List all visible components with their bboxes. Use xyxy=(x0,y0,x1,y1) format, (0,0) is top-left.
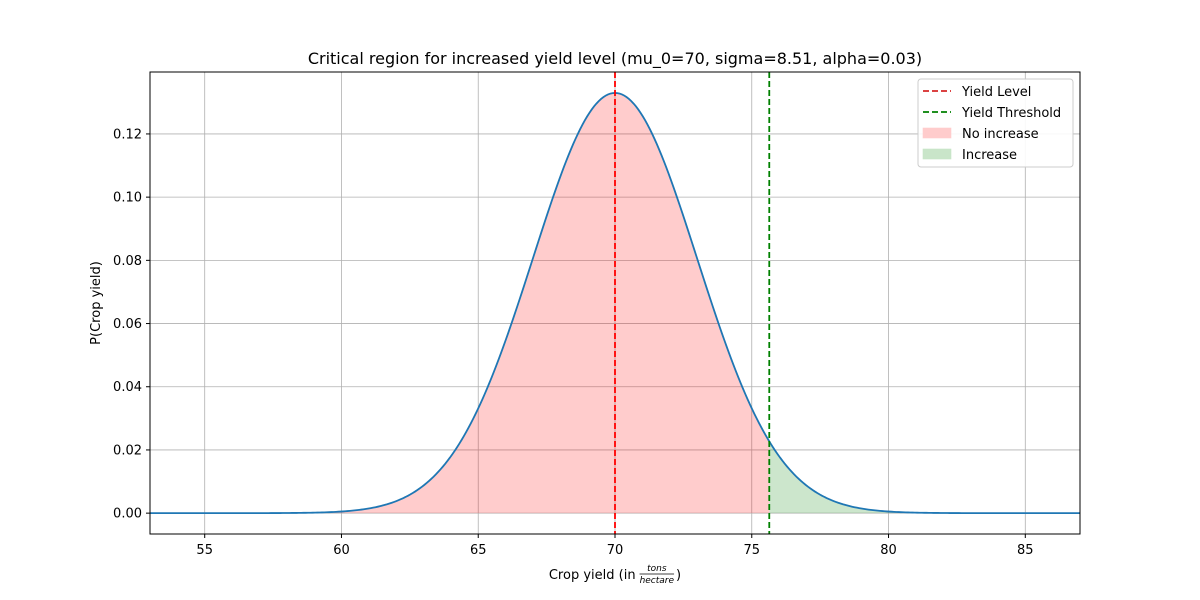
chart-title: Critical region for increased yield leve… xyxy=(308,49,922,69)
y-tick-label: 0.08 xyxy=(113,254,142,269)
y-tick-label: 0.06 xyxy=(113,317,142,332)
legend: Yield Level Yield Threshold No increase Inc… xyxy=(918,79,1073,167)
x-axis-unit-denominator: hectare xyxy=(640,576,675,586)
x-axis-unit-numerator: tons xyxy=(647,564,667,574)
x-tick-label: 55 xyxy=(196,543,213,558)
y-tick-label: 0.02 xyxy=(113,443,142,458)
legend-label: Yield Threshold xyxy=(961,106,1061,121)
legend-label: Yield Level xyxy=(961,85,1031,100)
y-tick-label: 0.12 xyxy=(113,127,142,142)
x-tick-label: 75 xyxy=(743,543,760,558)
legend-label: Increase xyxy=(962,148,1017,163)
x-tick-label: 60 xyxy=(333,543,350,558)
x-axis-label-text: Crop yield (in xyxy=(549,568,636,583)
x-tick-label: 85 xyxy=(1017,543,1034,558)
y-tick-label: 0.00 xyxy=(113,507,142,522)
x-axis-label-close: ) xyxy=(676,568,681,583)
x-tick-label: 80 xyxy=(880,543,897,558)
legend-swatch-patch xyxy=(923,149,951,159)
x-tick-label: 70 xyxy=(607,543,624,558)
legend-swatch-patch xyxy=(923,128,951,138)
y-tick-label: 0.10 xyxy=(113,191,142,206)
y-axis-label: P(Crop yield) xyxy=(89,261,104,345)
y-tick-label: 0.04 xyxy=(113,380,142,395)
legend-label: No increase xyxy=(962,127,1039,142)
x-tick-label: 65 xyxy=(470,543,487,558)
